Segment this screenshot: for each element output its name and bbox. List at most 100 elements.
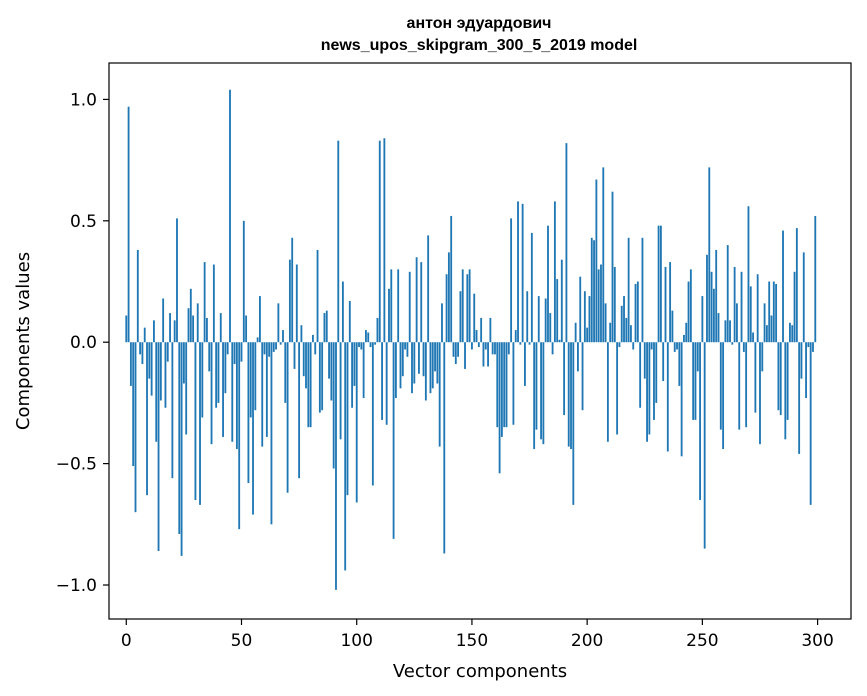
bar bbox=[715, 249, 718, 343]
bar bbox=[438, 342, 441, 447]
bar bbox=[740, 271, 743, 343]
bar bbox=[736, 303, 738, 343]
bar bbox=[685, 322, 688, 343]
bar bbox=[662, 342, 665, 382]
bar bbox=[215, 342, 218, 408]
bar bbox=[558, 339, 561, 343]
bar bbox=[540, 342, 542, 440]
bar bbox=[498, 342, 501, 474]
bar bbox=[530, 232, 533, 343]
bar bbox=[669, 262, 672, 343]
bar bbox=[254, 342, 257, 411]
bar bbox=[277, 303, 280, 343]
bar bbox=[330, 342, 333, 401]
bar bbox=[454, 342, 457, 365]
bar bbox=[625, 317, 628, 343]
bar bbox=[199, 342, 201, 505]
bar bbox=[229, 89, 231, 343]
bar bbox=[178, 342, 181, 535]
bar bbox=[791, 325, 794, 343]
bar bbox=[464, 342, 466, 369]
bar bbox=[279, 342, 282, 345]
bar bbox=[259, 296, 261, 343]
bar bbox=[775, 283, 778, 343]
bar bbox=[630, 325, 632, 343]
y-axis-label: Components values bbox=[13, 252, 34, 430]
bar bbox=[731, 342, 734, 345]
bar bbox=[408, 271, 411, 343]
bar bbox=[192, 315, 195, 343]
bar bbox=[164, 342, 167, 408]
bar bbox=[381, 342, 383, 420]
bar bbox=[706, 254, 708, 343]
bar bbox=[570, 342, 572, 450]
bar bbox=[738, 342, 741, 430]
bar bbox=[586, 327, 589, 343]
bar bbox=[772, 281, 775, 343]
bar bbox=[759, 342, 761, 445]
bar bbox=[445, 274, 448, 343]
bar bbox=[351, 342, 354, 408]
bar bbox=[314, 342, 317, 355]
bar bbox=[761, 342, 764, 372]
bar bbox=[129, 342, 132, 386]
x-axis-label: Vector components bbox=[393, 661, 567, 682]
bar bbox=[321, 342, 324, 411]
y-axis-ticks: −1.0 −0.5 0.0 0.5 1.0 bbox=[56, 90, 109, 596]
bar bbox=[298, 342, 301, 479]
bar bbox=[355, 342, 358, 503]
bar bbox=[344, 342, 347, 571]
bar bbox=[323, 313, 326, 343]
bar bbox=[678, 342, 681, 386]
bar bbox=[683, 334, 685, 343]
bar bbox=[413, 342, 416, 384]
bar bbox=[798, 342, 801, 454]
bar bbox=[752, 332, 754, 343]
bar bbox=[394, 342, 397, 399]
bar bbox=[590, 237, 593, 343]
bar bbox=[583, 291, 586, 343]
bar bbox=[574, 322, 577, 343]
bar bbox=[238, 342, 241, 530]
bar bbox=[305, 342, 307, 389]
bar bbox=[733, 266, 736, 343]
bar bbox=[309, 342, 312, 428]
y-tick-label: −1.0 bbox=[56, 576, 97, 596]
chart-title: антон эдуардович bbox=[407, 15, 552, 32]
bar bbox=[749, 286, 752, 343]
bar bbox=[646, 342, 648, 442]
bar bbox=[616, 342, 619, 435]
bar bbox=[650, 342, 653, 350]
y-tick-label: 0.5 bbox=[70, 212, 97, 232]
x-tick-label: 300 bbox=[801, 631, 833, 651]
bar bbox=[471, 342, 473, 350]
bar bbox=[452, 342, 455, 357]
bar bbox=[535, 342, 538, 430]
bar bbox=[473, 293, 476, 343]
bar bbox=[782, 230, 784, 343]
bar bbox=[325, 310, 328, 343]
bar bbox=[795, 228, 798, 343]
bar bbox=[159, 342, 162, 401]
bar bbox=[708, 167, 711, 343]
bar bbox=[208, 342, 211, 372]
bar bbox=[284, 342, 287, 403]
bar bbox=[553, 201, 556, 343]
bar bbox=[618, 342, 621, 348]
bar bbox=[768, 281, 771, 343]
bar bbox=[182, 342, 185, 384]
bar bbox=[249, 342, 252, 418]
bar bbox=[777, 342, 780, 411]
bar bbox=[671, 310, 674, 343]
bar bbox=[270, 342, 273, 525]
bar bbox=[528, 342, 531, 345]
bar bbox=[461, 269, 464, 343]
bar bbox=[245, 315, 248, 343]
bar bbox=[427, 235, 430, 343]
bar bbox=[692, 342, 695, 420]
bar bbox=[212, 264, 215, 343]
bar bbox=[450, 215, 453, 343]
bar bbox=[415, 257, 418, 343]
bar bbox=[517, 201, 519, 343]
bar bbox=[293, 342, 296, 369]
